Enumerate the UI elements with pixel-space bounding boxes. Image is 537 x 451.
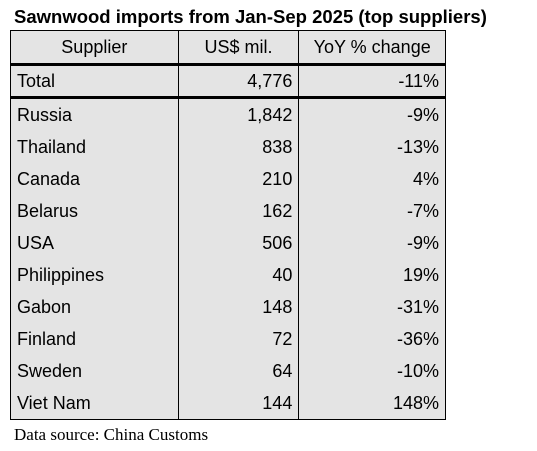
change-cell: -7% [298,195,446,227]
header-change: YoY % change [298,30,446,66]
table-row: USA 506 -9% [10,227,446,259]
change-cell: -9% [298,97,446,131]
supplier-cell: Gabon [10,291,179,323]
supplier-cell: Philippines [10,259,179,291]
table-title: Sawnwood imports from Jan-Sep 2025 (top … [14,6,487,27]
value-cell: 64 [177,355,300,387]
value-cell: 72 [177,323,300,355]
value-cell: 162 [177,195,300,227]
change-cell: 148% [298,387,446,420]
total-row: Total 4,776 -11% [10,64,446,99]
table-row: Philippines 40 19% [10,259,446,291]
total-value: 4,776 [177,64,300,99]
value-cell: 144 [177,387,300,420]
change-cell: -9% [298,227,446,259]
value-cell: 148 [177,291,300,323]
imports-table: Supplier US$ mil. YoY % change Total 4,7… [10,30,446,420]
change-cell: -36% [298,323,446,355]
table-row: Sweden 64 -10% [10,355,446,387]
table-row: Viet Nam 144 148% [10,387,446,420]
change-cell: -13% [298,131,446,163]
supplier-cell: Finland [10,323,179,355]
header-value: US$ mil. [177,30,300,66]
table-row: Belarus 162 -7% [10,195,446,227]
supplier-cell: Belarus [10,195,179,227]
value-cell: 40 [177,259,300,291]
value-cell: 210 [177,163,300,195]
header-row: Supplier US$ mil. YoY % change [10,30,446,66]
total-change: -11% [298,64,446,99]
supplier-cell: Sweden [10,355,179,387]
change-cell: 19% [298,259,446,291]
supplier-cell: USA [10,227,179,259]
header-supplier: Supplier [10,30,179,66]
table-row: Finland 72 -36% [10,323,446,355]
supplier-cell: Thailand [10,131,179,163]
supplier-cell: Canada [10,163,179,195]
value-cell: 506 [177,227,300,259]
value-cell: 838 [177,131,300,163]
table-row: Gabon 148 -31% [10,291,446,323]
supplier-cell: Russia [10,97,179,131]
total-label: Total [10,64,179,99]
change-cell: -10% [298,355,446,387]
data-source-note: Data source: China Customs [14,425,209,444]
table-row: Thailand 838 -13% [10,131,446,163]
value-cell: 1,842 [177,97,300,131]
supplier-cell: Viet Nam [10,387,179,420]
table-row: Russia 1,842 -9% [10,97,446,131]
table-row: Canada 210 4% [10,163,446,195]
change-cell: -31% [298,291,446,323]
change-cell: 4% [298,163,446,195]
